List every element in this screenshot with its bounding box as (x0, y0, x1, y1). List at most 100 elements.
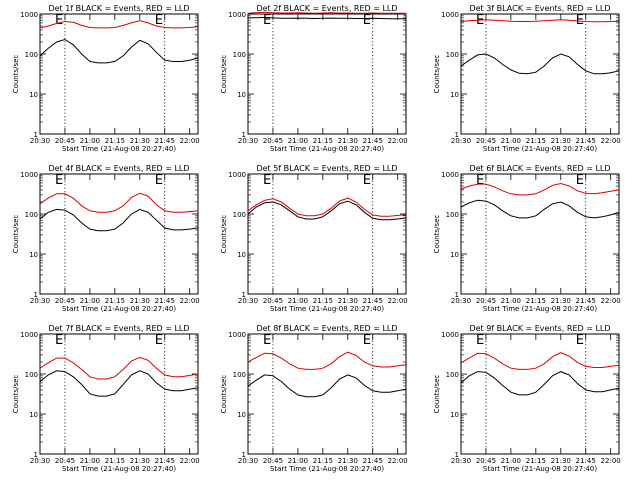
y-tick-label: 1000 (441, 11, 459, 19)
event-marker-label: E (155, 173, 163, 188)
y-tick-label: 100 (446, 371, 459, 379)
y-axis-label: Counts/sec (12, 215, 20, 254)
panel-title: Det 4f BLACK = Events, RED = LLD (48, 164, 189, 173)
x-tick-label: 20:30 (238, 457, 258, 465)
y-axis-label: Counts/sec (220, 375, 228, 414)
x-tick-label: 20:30 (238, 297, 258, 305)
x-tick-label: 20:30 (30, 137, 50, 145)
series-line-events (39, 208, 199, 232)
x-tick-label: 21:30 (130, 297, 150, 305)
x-tick-label: 21:45 (363, 137, 383, 145)
event-marker-label: E (55, 173, 63, 188)
y-tick-label: 10 (450, 91, 459, 99)
event-marker-label: E (263, 13, 271, 28)
x-tick-label: 21:30 (130, 137, 150, 145)
event-marker-label: E (263, 173, 271, 188)
x-tick-label: 22:00 (601, 457, 621, 465)
y-tick-label: 100 (25, 51, 38, 59)
x-tick-label: 21:45 (363, 297, 383, 305)
event-marker-label: E (363, 333, 371, 348)
series-line-lld (247, 351, 407, 370)
y-axis-label: Counts/sec (433, 375, 441, 414)
y-tick-label: 1 (242, 291, 246, 299)
series-line-events (460, 199, 620, 219)
series-line-lld (460, 352, 620, 370)
x-tick-label: 22:00 (601, 137, 621, 145)
event-marker-label: E (55, 13, 63, 28)
x-tick-label: 20:30 (451, 297, 471, 305)
x-tick-label: 21:15 (105, 297, 125, 305)
series-line-lld (247, 11, 406, 14)
y-tick-label: 10 (450, 251, 459, 259)
x-tick-label: 21:15 (526, 297, 546, 305)
plot-frame (247, 333, 407, 455)
series-line-events (39, 38, 199, 64)
event-marker-label: E (55, 333, 63, 348)
x-tick-label: 21:00 (80, 297, 100, 305)
y-axis-label: Counts/sec (220, 215, 228, 254)
series-line-events (460, 53, 620, 75)
event-marker-label: E (363, 173, 371, 188)
event-marker-label: E (363, 13, 371, 28)
panel-title: Det 6f BLACK = Events, RED = LLD (469, 164, 610, 173)
panel-title: Det 2f BLACK = Events, RED = LLD (256, 4, 397, 13)
x-tick-label: 21:30 (338, 137, 358, 145)
y-axis-label: Counts/sec (433, 215, 441, 254)
series-line-events (460, 371, 620, 396)
x-tick-label: 21:30 (130, 457, 150, 465)
y-tick-label: 100 (25, 211, 38, 219)
y-tick-label: 1000 (20, 171, 38, 179)
x-tick-label: 22:00 (388, 457, 408, 465)
x-tick-label: 20:30 (451, 137, 471, 145)
y-tick-label: 10 (450, 411, 459, 419)
panel-8: Det 8f BLACK = Events, RED = LLD 1 10 100 10… (220, 324, 408, 473)
event-marker-label: E (155, 13, 163, 28)
event-marker-label: E (576, 333, 584, 348)
panel-title: Det 3f BLACK = Events, RED = LLD (469, 4, 610, 13)
y-axis-label: Counts/sec (12, 375, 20, 414)
x-tick-label: 21:15 (105, 457, 125, 465)
y-tick-label: 10 (237, 91, 246, 99)
x-axis-label: Start Time (21-Aug-08 20:27:40) (62, 145, 176, 153)
y-tick-label: 1000 (20, 331, 38, 339)
y-tick-label: 10 (237, 411, 246, 419)
panel-2: Det 2f BLACK = Events, RED = LLD 1 10 100 10… (220, 4, 408, 153)
x-tick-label: 21:00 (288, 137, 308, 145)
x-axis-label: Start Time (21-Aug-08 20:27:40) (62, 305, 176, 313)
panel-9: Det 9f BLACK = Events, RED = LLD 1 10 100 10… (433, 324, 621, 473)
event-marker-label: E (263, 333, 271, 348)
y-tick-label: 10 (237, 251, 246, 259)
panel-1: Det 1f BLACK = Events, RED = LLD 1 10 100 10… (12, 4, 200, 153)
x-axis-label: Start Time (21-Aug-08 20:27:40) (62, 465, 176, 473)
plot-frame (39, 13, 199, 135)
x-tick-label: 20:30 (451, 457, 471, 465)
y-tick-label: 1 (242, 131, 246, 139)
x-tick-label: 20:45 (476, 457, 496, 465)
plot-frame (247, 173, 407, 295)
y-axis-label: Counts/sec (433, 55, 441, 94)
x-tick-label: 20:30 (238, 137, 258, 145)
y-tick-label: 1 (455, 451, 459, 459)
x-tick-label: 20:45 (55, 297, 75, 305)
y-tick-label: 1000 (441, 171, 459, 179)
x-tick-label: 21:45 (576, 297, 596, 305)
y-tick-label: 1 (242, 451, 246, 459)
x-tick-label: 21:15 (526, 457, 546, 465)
y-tick-label: 10 (29, 251, 38, 259)
event-marker-label: E (576, 173, 584, 188)
y-tick-label: 1 (455, 131, 459, 139)
y-tick-label: 1000 (441, 331, 459, 339)
x-tick-label: 21:00 (288, 457, 308, 465)
x-tick-label: 20:45 (476, 297, 496, 305)
x-tick-label: 21:15 (526, 137, 546, 145)
y-tick-label: 10 (29, 411, 38, 419)
x-tick-label: 21:30 (551, 137, 571, 145)
series-line-lld (247, 197, 407, 217)
y-tick-label: 1000 (20, 11, 38, 19)
y-tick-label: 1 (455, 291, 459, 299)
y-tick-label: 100 (446, 51, 459, 59)
x-tick-label: 21:45 (155, 457, 175, 465)
x-tick-label: 21:45 (576, 137, 596, 145)
series-line-events (247, 374, 407, 398)
x-tick-label: 20:45 (476, 137, 496, 145)
